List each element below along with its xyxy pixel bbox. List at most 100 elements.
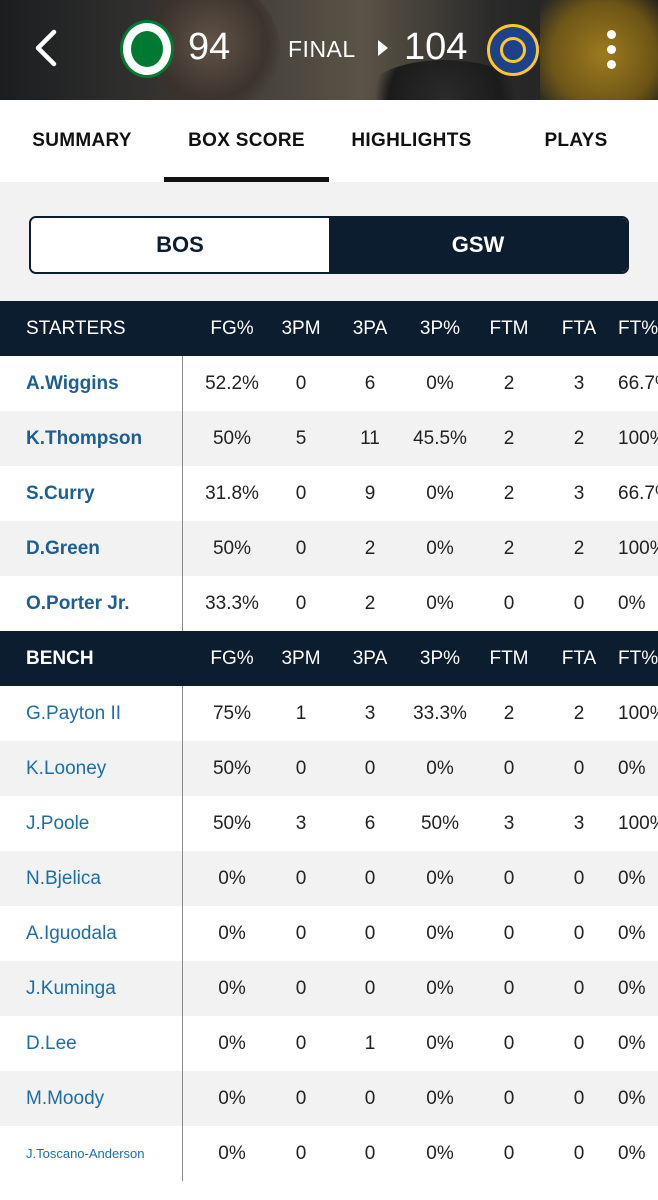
stat-cell: 5 [295, 427, 307, 449]
stat-cell: 0 [573, 1142, 585, 1164]
stat-cell: 50% [212, 427, 252, 449]
stat-cell: 0% [618, 1087, 646, 1109]
box-score-table: STARTERS FG% 3PM 3PA 3P% FTM FTA FT% A.Wiggins 5 2… [0, 301, 658, 1181]
stat-cell: 6 [364, 812, 376, 834]
column-header[interactable]: FTM [489, 647, 529, 669]
tab-summary[interactable]: SUMMARY [32, 130, 132, 151]
stat-cell: 100% [618, 702, 658, 724]
stat-cell: 0 [573, 922, 585, 944]
team-toggle-bos[interactable]: BOS [31, 218, 329, 272]
stat-cell: 0% [218, 867, 246, 889]
warriors-logo[interactable] [487, 24, 539, 76]
stat-cell: 0% [426, 372, 454, 394]
stat-cell: 0 [573, 867, 585, 889]
stat-cell: 50% [212, 812, 252, 834]
back-button[interactable] [28, 28, 64, 68]
player-name-link[interactable]: A.Wiggins [0, 356, 183, 411]
stat-cell: 50% [212, 537, 252, 559]
game-header: 94 FINAL 104 [0, 0, 658, 100]
stat-cell: 6 [364, 372, 376, 394]
stat-cell: 0 [295, 1142, 307, 1164]
more-vertical-icon-dot [607, 60, 616, 69]
stat-cell: 0% [618, 757, 646, 779]
stat-cell: 2 [573, 537, 585, 559]
column-header[interactable]: FG% [210, 647, 254, 669]
tab-highlights[interactable]: HIGHLIGHTS [351, 130, 472, 151]
player-name-link[interactable]: O.Porter Jr. [0, 576, 183, 631]
table-row: A.Iguodala 0% 0 0 0% 0 0 0% [0, 906, 658, 961]
stat-cell: 0% [426, 482, 454, 504]
player-name-link[interactable]: J.Kuminga [0, 961, 183, 1016]
player-name-link[interactable]: J.Poole [0, 796, 183, 851]
stat-cell: 0 [503, 922, 515, 944]
stat-cell: 0% [618, 1032, 646, 1054]
player-name-link[interactable]: K.Thompson [0, 411, 183, 466]
team-toggle-gsw[interactable]: GSW [329, 218, 627, 272]
stat-cell: 0 [295, 592, 307, 614]
tab-bar: SUMMARY BOX SCORE HIGHLIGHTS PLAYS [0, 100, 658, 182]
stat-cell: 0 [503, 1142, 515, 1164]
starters-section-label: STARTERS [26, 317, 126, 339]
stat-cell: 2 [573, 702, 585, 724]
table-row: D.Lee 0% 0 1 0% 0 0 0% [0, 1016, 658, 1071]
team-toggle-area: BOS GSW [0, 182, 658, 301]
stat-cell: 0 [295, 922, 307, 944]
stat-cell: 66.7% [618, 372, 658, 394]
stat-cell: 0 [573, 1087, 585, 1109]
stat-cell: 0 [503, 867, 515, 889]
player-name-link[interactable]: N.Bjelica [0, 851, 183, 906]
stat-cell: 2 [503, 537, 515, 559]
stat-cell: 50% [212, 757, 252, 779]
stat-cell: 0% [618, 922, 646, 944]
table-row: N.Bjelica 0% 0 0 0% 0 0 0% [0, 851, 658, 906]
player-name-link[interactable]: D.Lee [0, 1016, 183, 1071]
stat-cell: 2 [364, 592, 376, 614]
column-header[interactable]: FT% [618, 317, 658, 339]
stat-cell: 1 [364, 1032, 376, 1054]
stat-cell: 0% [618, 867, 646, 889]
player-name-link[interactable]: K.Looney [0, 741, 183, 796]
stat-cell: 50% [420, 812, 460, 834]
column-header[interactable]: 3PA [352, 317, 388, 339]
column-header[interactable]: 3P% [419, 647, 461, 669]
column-header[interactable]: 3P% [419, 317, 461, 339]
stat-cell: 3 [364, 702, 376, 724]
stat-cell: 0% [426, 1032, 454, 1054]
column-header[interactable]: 3PM [281, 317, 321, 339]
stat-cell: 0 [364, 1142, 376, 1164]
tab-box-score[interactable]: BOX SCORE [164, 100, 329, 182]
stat-cell: 0% [218, 922, 246, 944]
stat-cell: 0% [618, 1142, 646, 1164]
stat-cell: 3 [295, 812, 307, 834]
player-name-link[interactable]: M.Moody [0, 1071, 183, 1126]
player-name-link[interactable]: D.Green [0, 521, 183, 576]
tab-plays[interactable]: PLAYS [544, 130, 608, 151]
column-header[interactable]: 3PA [352, 647, 388, 669]
player-name-link[interactable]: G.Payton II [0, 686, 183, 741]
stat-cell: 0 [573, 592, 585, 614]
table-row: A.Wiggins 52.2% 0 6 0% 2 3 66.7% [0, 356, 658, 411]
bench-section-label: BENCH [26, 647, 94, 669]
column-header[interactable]: FTM [489, 317, 529, 339]
home-score: 104 [404, 26, 468, 68]
column-header[interactable]: FTA [561, 317, 597, 339]
table-row: O.Porter Jr. 33.3% 0 2 0% 0 0 0% [0, 576, 658, 631]
stat-cell: 100% [618, 537, 658, 559]
stat-cell: 0% [426, 977, 454, 999]
column-header[interactable]: FTA [561, 647, 597, 669]
stat-cell: 2 [503, 427, 515, 449]
stat-cell: 0 [295, 482, 307, 504]
table-row: G.Payton II 75% 1 3 33.3% 2 2 100% [0, 686, 658, 741]
celtics-logo[interactable] [120, 20, 174, 78]
column-header[interactable]: FG% [210, 317, 254, 339]
warriors-logo-center [500, 37, 526, 63]
stat-cell: 0 [295, 537, 307, 559]
player-name-link[interactable]: A.Iguodala [0, 906, 183, 961]
column-header[interactable]: FT% [618, 647, 658, 669]
player-name-link[interactable]: J.Toscano-Anderson [0, 1126, 183, 1181]
player-name-link[interactable]: S.Curry [0, 466, 183, 521]
column-header[interactable]: 3PM [281, 647, 321, 669]
bench-header-row: BENCH FG% 3PM 3PA 3P% FTM FTA FT% [0, 631, 658, 686]
more-menu-button[interactable] [598, 28, 626, 72]
stat-cell: 33.3% [413, 702, 467, 724]
